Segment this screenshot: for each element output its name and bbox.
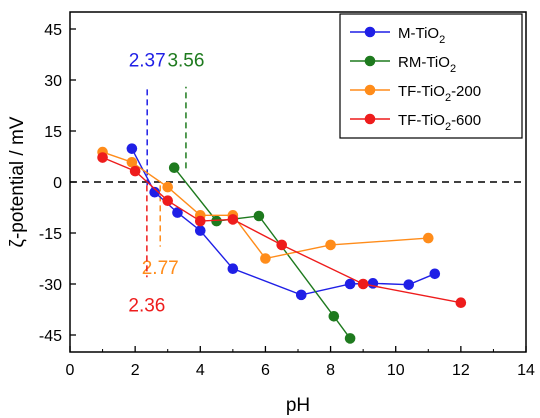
x-axis-title: pH <box>286 395 310 416</box>
isoelectric-point-label-3: 2.36 <box>128 295 165 316</box>
data-point-series-0-3 <box>194 225 206 236</box>
y-tick-label-4: -15 <box>39 226 62 243</box>
data-point-series-1-2 <box>253 210 265 222</box>
y-axis-title: ζ-potential / mV <box>7 116 28 247</box>
data-point-series-0-8 <box>403 279 415 290</box>
y-tick-label-5: -30 <box>39 277 62 294</box>
isoelectric-point-label-0: 2.37 <box>129 51 166 72</box>
data-point-series-3-1 <box>129 165 141 177</box>
y-tick-label-3: 0 <box>53 175 62 192</box>
legend-label-2: TF-TiO2-200 <box>398 83 481 104</box>
x-tick-label-7: 14 <box>517 362 535 379</box>
data-point-series-3-2 <box>162 195 174 206</box>
legend-marker-1 <box>364 55 376 67</box>
legend-marker-2 <box>364 84 376 96</box>
data-point-series-0-0 <box>126 143 138 154</box>
legend-marker-0 <box>364 26 376 38</box>
data-point-series-1-3 <box>328 311 340 322</box>
data-point-series-3-3 <box>194 215 206 227</box>
data-point-series-3-4 <box>227 214 239 225</box>
data-point-series-0-4 <box>227 263 239 275</box>
data-point-series-2-1 <box>126 156 138 168</box>
data-point-series-0-5 <box>295 289 307 301</box>
data-point-series-0-1 <box>149 186 160 198</box>
series-line-3 <box>102 156 461 304</box>
data-point-series-0-6 <box>344 278 356 290</box>
data-point-series-1-4 <box>344 333 356 344</box>
x-tick-label-4: 8 <box>326 362 335 379</box>
data-point-series-1-1 <box>211 215 222 227</box>
legend-label-1: RM-TiO2 <box>398 54 456 75</box>
data-point-series-2-5 <box>260 253 271 264</box>
isoelectric-point-label-1: 3.56 <box>167 51 204 72</box>
x-tick-label-3: 6 <box>261 362 270 379</box>
legend-label-3: TF-TiO2-600 <box>398 112 481 133</box>
y-tick-label-6: -45 <box>39 328 62 345</box>
y-tick-label-1: 30 <box>44 73 62 90</box>
isoelectric-point-label-2: 2.77 <box>142 258 179 279</box>
data-point-series-2-2 <box>162 181 174 193</box>
x-tick-label-6: 12 <box>452 362 470 379</box>
data-point-series-3-0 <box>97 152 108 163</box>
data-point-series-3-6 <box>357 278 369 290</box>
series-line-2 <box>102 151 429 260</box>
data-point-series-3-7 <box>455 297 467 309</box>
y-tick-label-2: 15 <box>44 124 62 141</box>
data-point-series-3-5 <box>276 239 288 251</box>
x-tick-label-2: 4 <box>196 362 205 379</box>
legend-label-0: M-TiO2 <box>398 25 445 46</box>
data-point-series-1-0 <box>168 162 180 174</box>
data-point-series-0-2 <box>172 207 183 218</box>
data-point-series-2-6 <box>325 239 336 251</box>
x-tick-label-5: 10 <box>387 362 405 379</box>
y-tick-label-0: 45 <box>44 22 62 39</box>
x-tick-label-1: 2 <box>131 362 140 379</box>
x-tick-label-0: 0 <box>66 362 75 379</box>
legend-marker-3 <box>364 113 376 125</box>
data-point-series-0-9 <box>429 268 441 280</box>
data-point-series-2-7 <box>422 232 434 244</box>
